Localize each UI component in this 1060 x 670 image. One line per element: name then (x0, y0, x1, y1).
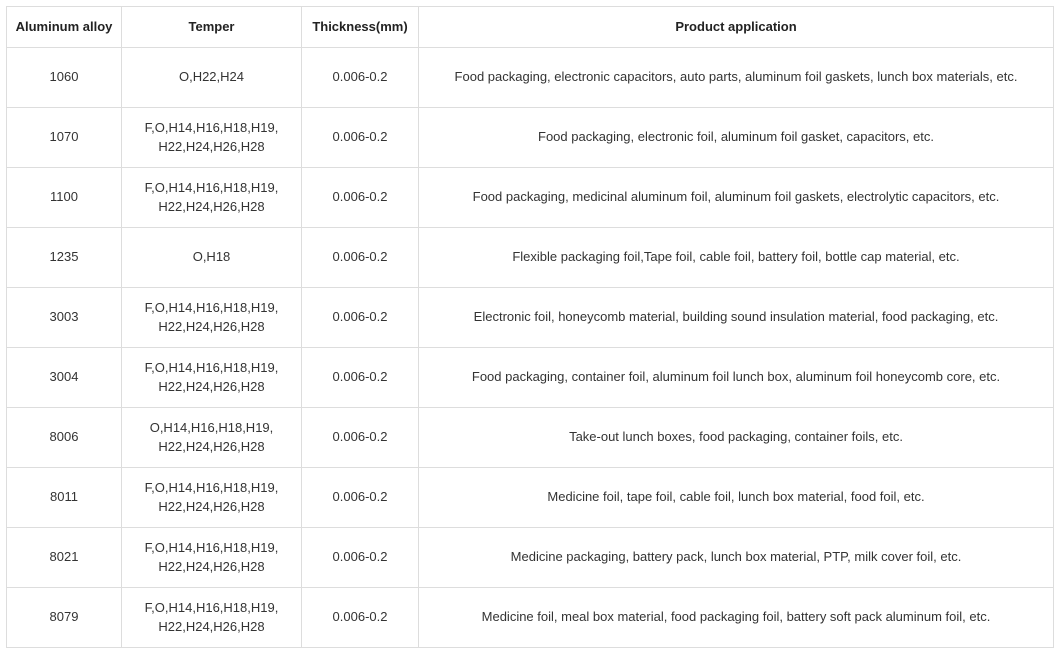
cell-temper: F,O,H14,H16,H18,H19,H22,H24,H26,H28 (122, 287, 302, 347)
cell-app: Take-out lunch boxes, food packaging, co… (419, 407, 1054, 467)
cell-alloy: 1060 (7, 47, 122, 107)
cell-thickness: 0.006-0.2 (302, 467, 419, 527)
table-row: 8021F,O,H14,H16,H18,H19,H22,H24,H26,H280… (7, 527, 1054, 587)
cell-alloy: 8021 (7, 527, 122, 587)
col-header-app: Product application (419, 7, 1054, 48)
aluminum-spec-table: Aluminum alloy Temper Thickness(mm) Prod… (6, 6, 1054, 648)
cell-app: Medicine packaging, battery pack, lunch … (419, 527, 1054, 587)
cell-thickness: 0.006-0.2 (302, 587, 419, 647)
cell-temper: O,H22,H24 (122, 47, 302, 107)
cell-temper: F,O,H14,H16,H18,H19,H22,H24,H26,H28 (122, 527, 302, 587)
cell-thickness: 0.006-0.2 (302, 527, 419, 587)
col-header-temper: Temper (122, 7, 302, 48)
cell-alloy: 8079 (7, 587, 122, 647)
cell-app: Medicine foil, tape foil, cable foil, lu… (419, 467, 1054, 527)
cell-app: Food packaging, container foil, aluminum… (419, 347, 1054, 407)
table-row: 3004F,O,H14,H16,H18,H19,H22,H24,H26,H280… (7, 347, 1054, 407)
cell-temper: F,O,H14,H16,H18,H19,H22,H24,H26,H28 (122, 167, 302, 227)
cell-app: Food packaging, electronic capacitors, a… (419, 47, 1054, 107)
table-row: 8079F,O,H14,H16,H18,H19,H22,H24,H26,H280… (7, 587, 1054, 647)
cell-temper: F,O,H14,H16,H18,H19,H22,H24,H26,H28 (122, 587, 302, 647)
cell-alloy: 3004 (7, 347, 122, 407)
table-header-row: Aluminum alloy Temper Thickness(mm) Prod… (7, 7, 1054, 48)
table-row: 1235O,H180.006-0.2Flexible packaging foi… (7, 227, 1054, 287)
cell-app: Electronic foil, honeycomb material, bui… (419, 287, 1054, 347)
col-header-thickness: Thickness(mm) (302, 7, 419, 48)
table-row: 1100F,O,H14,H16,H18,H19,H22,H24,H26,H280… (7, 167, 1054, 227)
cell-alloy: 1100 (7, 167, 122, 227)
cell-thickness: 0.006-0.2 (302, 107, 419, 167)
cell-alloy: 3003 (7, 287, 122, 347)
table-row: 1060O,H22,H240.006-0.2Food packaging, el… (7, 47, 1054, 107)
cell-alloy: 1070 (7, 107, 122, 167)
cell-temper: O,H14,H16,H18,H19,H22,H24,H26,H28 (122, 407, 302, 467)
cell-app: Flexible packaging foil,Tape foil, cable… (419, 227, 1054, 287)
cell-thickness: 0.006-0.2 (302, 347, 419, 407)
table-row: 8006O,H14,H16,H18,H19,H22,H24,H26,H280.0… (7, 407, 1054, 467)
cell-temper: F,O,H14,H16,H18,H19,H22,H24,H26,H28 (122, 107, 302, 167)
table-row: 3003F,O,H14,H16,H18,H19,H22,H24,H26,H280… (7, 287, 1054, 347)
cell-alloy: 8011 (7, 467, 122, 527)
col-header-alloy: Aluminum alloy (7, 7, 122, 48)
cell-app: Food packaging, medicinal aluminum foil,… (419, 167, 1054, 227)
table-body: 1060O,H22,H240.006-0.2Food packaging, el… (7, 47, 1054, 647)
table-row: 1070F,O,H14,H16,H18,H19,H22,H24,H26,H280… (7, 107, 1054, 167)
cell-app: Food packaging, electronic foil, aluminu… (419, 107, 1054, 167)
cell-temper: O,H18 (122, 227, 302, 287)
cell-thickness: 0.006-0.2 (302, 47, 419, 107)
table-row: 8011F,O,H14,H16,H18,H19,H22,H24,H26,H280… (7, 467, 1054, 527)
cell-alloy: 1235 (7, 227, 122, 287)
cell-thickness: 0.006-0.2 (302, 227, 419, 287)
cell-thickness: 0.006-0.2 (302, 407, 419, 467)
cell-alloy: 8006 (7, 407, 122, 467)
cell-thickness: 0.006-0.2 (302, 167, 419, 227)
cell-temper: F,O,H14,H16,H18,H19,H22,H24,H26,H28 (122, 467, 302, 527)
cell-thickness: 0.006-0.2 (302, 287, 419, 347)
cell-temper: F,O,H14,H16,H18,H19,H22,H24,H26,H28 (122, 347, 302, 407)
cell-app: Medicine foil, meal box material, food p… (419, 587, 1054, 647)
